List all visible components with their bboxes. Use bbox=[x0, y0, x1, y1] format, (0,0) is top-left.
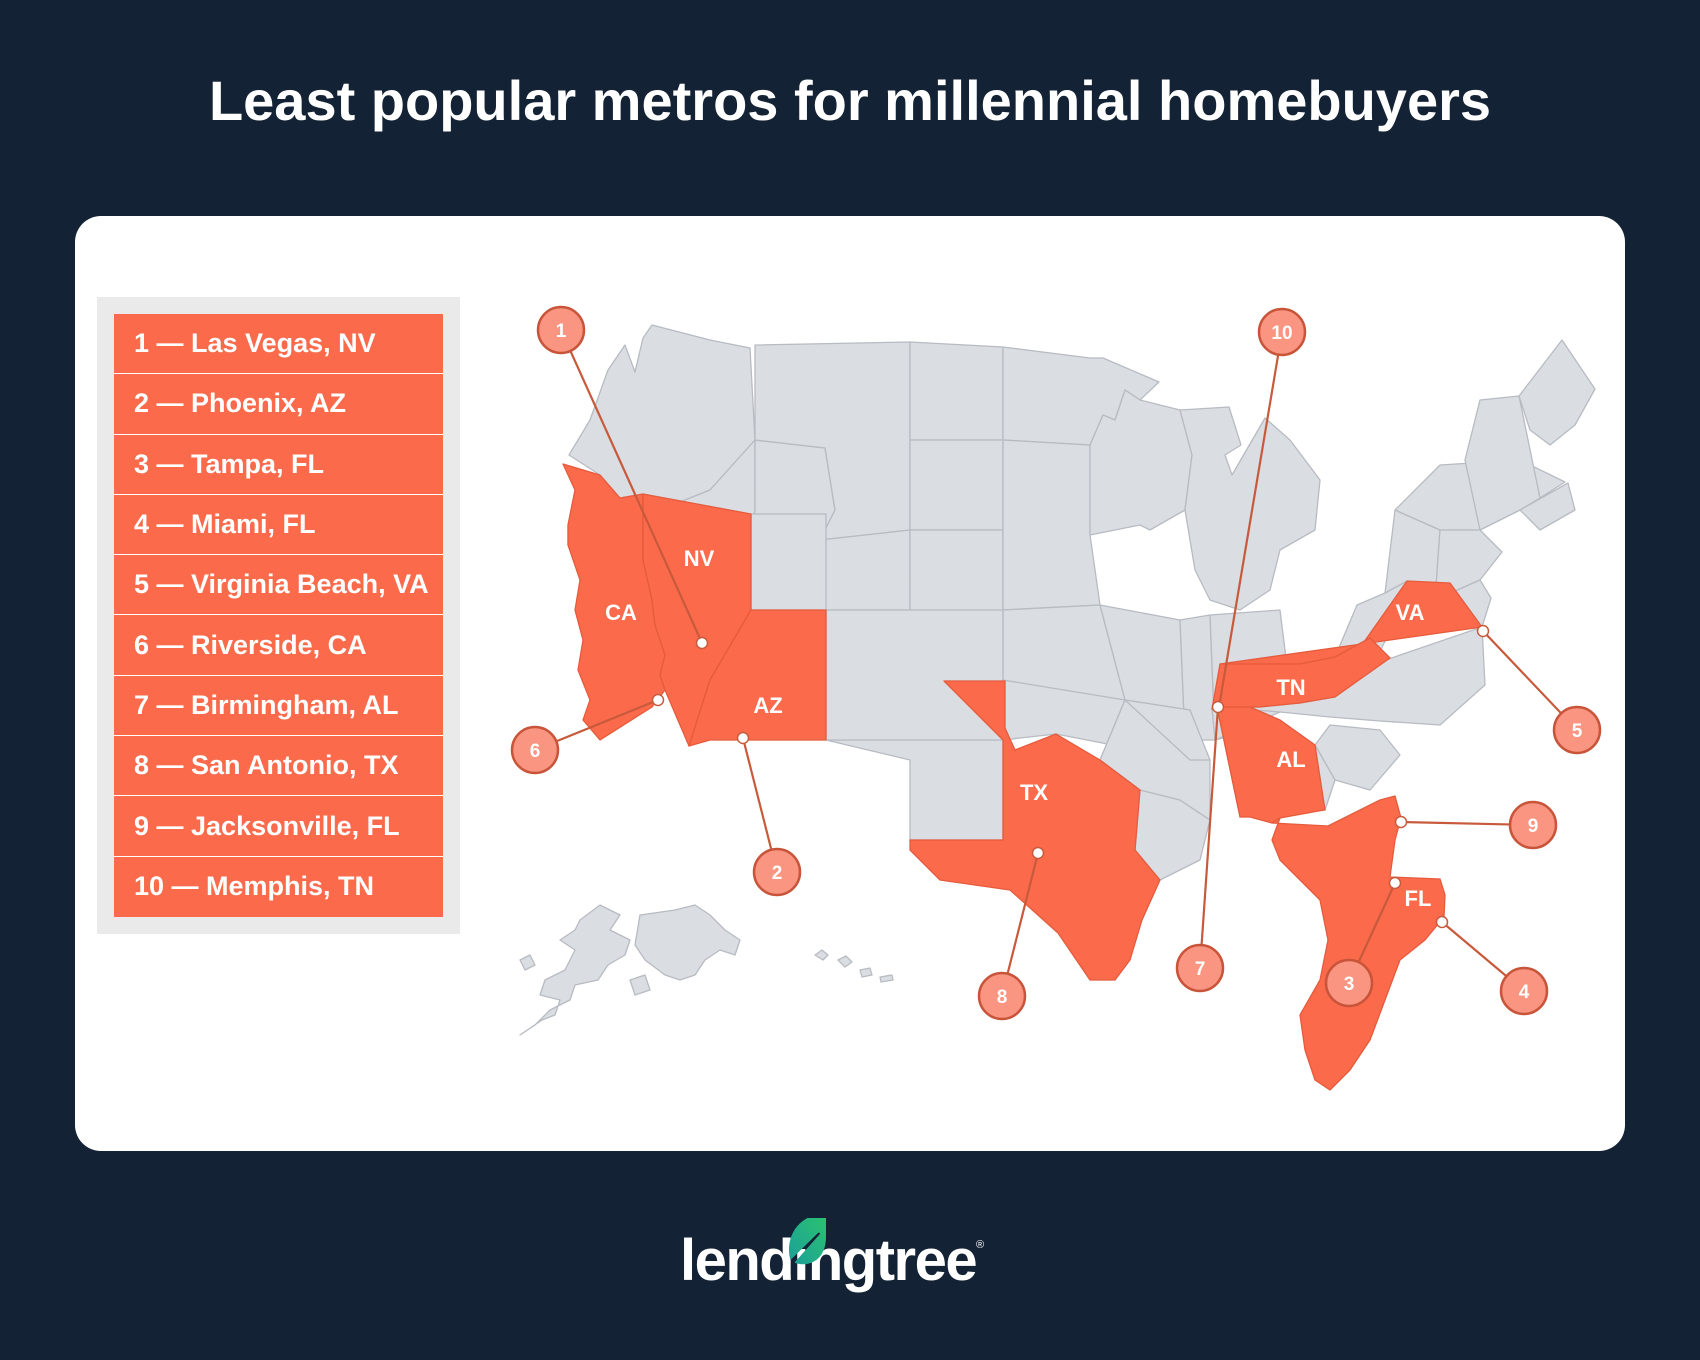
svg-text:10: 10 bbox=[1271, 323, 1292, 344]
svg-text:7: 7 bbox=[1195, 959, 1206, 980]
svg-text:CA: CA bbox=[605, 600, 637, 625]
svg-text:2: 2 bbox=[772, 863, 783, 884]
svg-text:VA: VA bbox=[1396, 600, 1425, 625]
svg-text:®: ® bbox=[976, 1239, 984, 1251]
svg-text:lendingtree: lendingtree bbox=[680, 1228, 976, 1293]
svg-text:4: 4 bbox=[1519, 982, 1530, 1003]
svg-text:5: 5 bbox=[1572, 721, 1583, 742]
svg-text:6: 6 bbox=[530, 741, 541, 762]
svg-text:NV: NV bbox=[684, 546, 715, 571]
svg-text:FL: FL bbox=[1405, 886, 1432, 911]
svg-text:TN: TN bbox=[1276, 675, 1305, 700]
svg-text:AL: AL bbox=[1276, 747, 1305, 772]
svg-text:9: 9 bbox=[1528, 816, 1539, 837]
svg-text:8: 8 bbox=[997, 987, 1008, 1008]
svg-text:AZ: AZ bbox=[753, 693, 782, 718]
svg-text:1: 1 bbox=[556, 321, 567, 342]
svg-text:3: 3 bbox=[1344, 974, 1355, 995]
svg-text:TX: TX bbox=[1020, 780, 1048, 805]
